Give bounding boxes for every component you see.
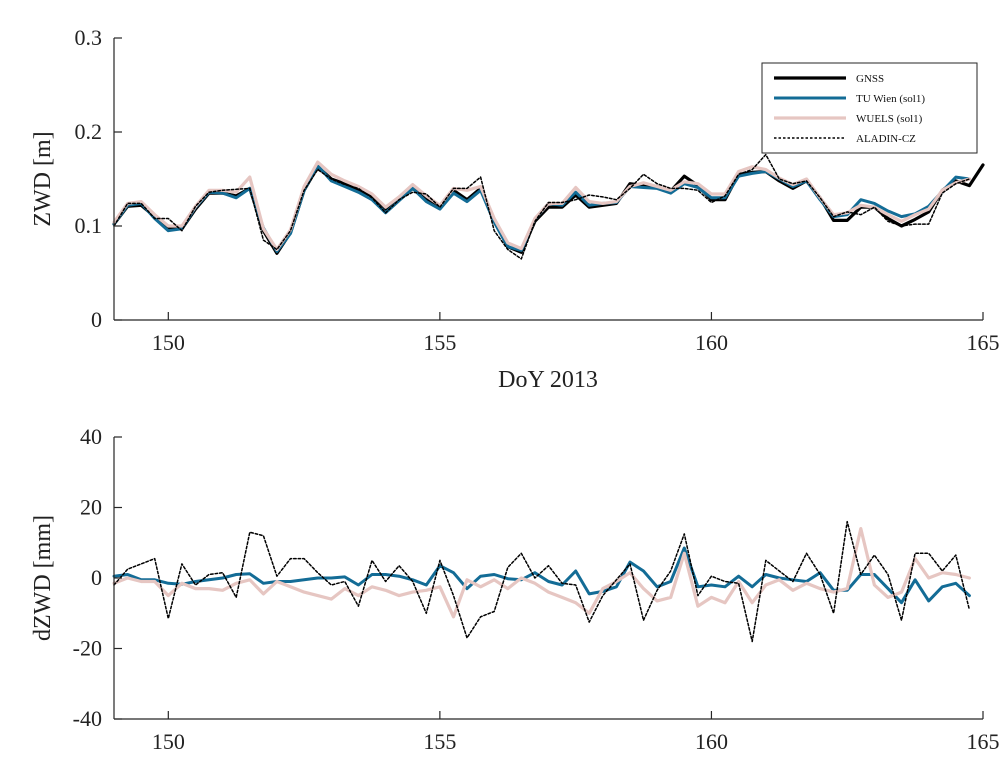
bottom-x-tick-label: 165 [967,729,1000,754]
bottom-y-tick-label: 20 [80,495,102,520]
bottom-series-group [112,520,972,643]
bottom-series-wuels-sol1 [112,526,972,619]
bottom-x-tick-label: 160 [695,729,728,754]
top-axes: 150 155 160 165 0 0.1 0.2 0.3 [75,25,1000,355]
bottom-axes: 150 155 160 165 -40 -20 0 20 40 [73,424,1000,754]
top-series-group [112,153,985,260]
top-x-axis-label: DoY 2013 [498,367,598,393]
legend-label-gnss: GNSS [856,73,884,85]
top-panel: 150 155 160 165 0 0.1 0.2 0.3 GNSS TU Wien (sol1… [30,25,1000,393]
top-x-tick-label: 150 [152,330,185,355]
top-y-axis-label: ZWD [m] [30,131,56,226]
top-x-tick-label: 165 [967,330,1000,355]
bottom-plot-area [114,437,983,719]
legend-label-tu-wien-sol1: TU Wien (sol1) [856,93,925,105]
top-x-tick-label: 160 [695,330,728,355]
top-series-aladin-cz [113,153,971,260]
bottom-panel: 150 155 160 165 -40 -20 0 20 40 dZWD [mm] [30,424,1000,754]
bottom-series-tu-wien-sol1 [112,546,971,605]
top-y-tick-label: 0 [91,307,102,332]
top-y-tick-label: 0.1 [75,213,103,238]
bottom-y-tick-label: 40 [80,424,102,449]
bottom-x-tick-label: 155 [423,729,456,754]
bottom-y-axis-label: dZWD [mm] [30,515,56,641]
top-y-tick-label: 0.2 [75,119,103,144]
bottom-y-tick-label: -40 [73,706,102,731]
bottom-x-tick-label: 150 [152,729,185,754]
top-legend: GNSS TU Wien (sol1) WUELS (sol1) ALADIN-CZ [761,62,978,154]
top-x-tick-label: 155 [423,330,456,355]
top-y-tick-label: 0.3 [75,25,103,50]
legend-label-aladin-cz: ALADIN-CZ [856,133,916,145]
legend-label-wuels-sol1: WUELS (sol1) [856,113,923,125]
bottom-y-tick-label: 0 [91,565,102,590]
bottom-series-aladin-cz [113,520,971,643]
bottom-y-tick-label: -20 [73,636,102,661]
